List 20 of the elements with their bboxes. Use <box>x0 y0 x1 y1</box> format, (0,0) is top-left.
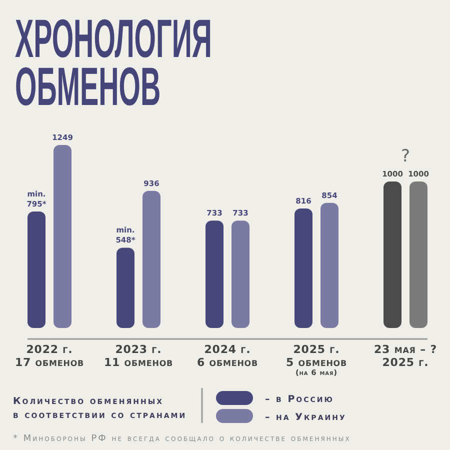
bar <box>142 190 160 328</box>
chart-title: ХРОНОЛОГИЯ ОБМЕНОВ <box>15 9 212 118</box>
bar <box>294 208 312 328</box>
x-tick-label: 2024 г. 6 обменов <box>196 343 258 369</box>
bar <box>54 145 72 328</box>
annotation: ? <box>400 146 410 166</box>
bar <box>232 220 250 328</box>
legend-label: – в Россию <box>265 394 334 405</box>
legend-title: Количество обменянных в соответствии со странами <box>13 396 187 421</box>
bar <box>320 202 338 328</box>
text: * Минобороны РФ не всегда сообщало о количестве обменянных <box>13 434 351 444</box>
bar <box>28 212 46 328</box>
bar <box>206 220 224 328</box>
bar <box>384 181 402 328</box>
bar <box>116 248 134 328</box>
x-tick-label: 2023 г. 11 обменов <box>104 343 174 369</box>
bar <box>410 181 428 328</box>
x-tick-label: 2022 г. 17 обменов <box>14 343 84 369</box>
x-tick-label: 23 мая – ? 2025 г. <box>374 343 437 369</box>
legend-label: – на Украину <box>265 412 346 423</box>
